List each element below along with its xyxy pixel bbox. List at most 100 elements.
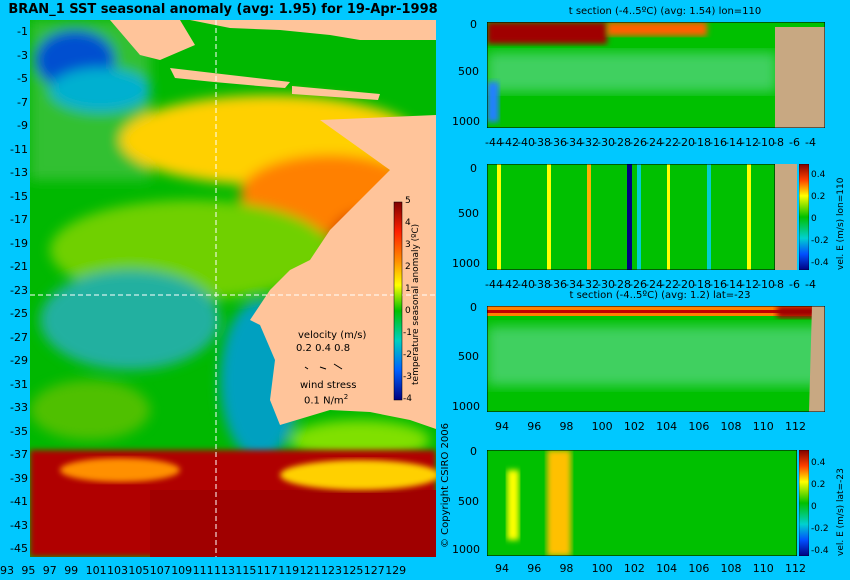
section-x-tick-label: -16 [709, 136, 727, 149]
longitude-tick-label: 105 [128, 564, 150, 577]
longitude-tick-label: 111 [192, 564, 214, 577]
longitude-tick-label: 119 [278, 564, 300, 577]
longitude-tick-label: 97 [42, 564, 57, 577]
p4-colorbar-tick: 0.4 [811, 458, 826, 468]
map-colorbar-label: temperature seasonal anomaly (ºC) [411, 223, 421, 385]
section-x-tick-label: 106 [688, 562, 710, 575]
section-x-tick-label: 96 [527, 562, 542, 575]
section-x-tick-label: 96 [527, 420, 542, 433]
section-x-tick-label: -36 [549, 136, 567, 149]
p2-colorbar [799, 164, 809, 270]
latitude-tick-label: -35 [10, 424, 28, 438]
latitude-tick-label: -33 [10, 401, 28, 414]
section-x-tick-label: -42 [501, 278, 519, 291]
section-x-tick-label: -6 [789, 278, 800, 291]
section-x-tick-label: -36 [549, 278, 567, 291]
section-x-tick-label: -40 [517, 278, 535, 291]
p4-ytick: 500 [458, 495, 479, 508]
p2-colorbar-label: vel. E (m/s) lon=110 [836, 177, 846, 270]
longitude-tick-label: 117 [256, 564, 278, 577]
section-x-tick-label: -44 [485, 136, 503, 149]
p2-colorbar-tick: 0 [811, 214, 817, 224]
section-x-tick-label: 106 [688, 420, 710, 433]
section-x-tick-label: 94 [495, 562, 509, 575]
section-x-tick-label: 98 [559, 420, 574, 433]
section-x-tick-label: 108 [720, 420, 742, 433]
section-x-tick-label: 110 [752, 562, 774, 575]
latitude-tick-label: -1 [17, 25, 28, 38]
section-x-tick-label: 100 [591, 420, 613, 433]
p4-colorbar-tick: -0.4 [811, 546, 829, 556]
section-x-tick-label: -22 [661, 278, 679, 291]
latitude-tick-label: -27 [10, 330, 28, 344]
section-x-tick-label: -12 [741, 136, 759, 149]
longitude-tick-label: 123 [321, 564, 342, 577]
section-x-tick-label: -8 [773, 278, 784, 291]
longitude-tick-label: 121 [299, 564, 321, 577]
longitude-tick-label: 107 [149, 564, 171, 577]
p4-colorbar-tick: 0 [811, 502, 817, 512]
longitude-tick-label: 127 [363, 564, 385, 577]
section-x-tick-label: 110 [752, 420, 774, 433]
section-x-tick-label: 102 [623, 420, 645, 433]
longitude-tick-label: 109 [171, 564, 193, 577]
latitude-tick-label: -5 [17, 72, 28, 85]
panel1-title: t section (-4..5ºC) (avg: 1.54) lon=110 [568, 6, 762, 17]
p4-colorbar-tick: 0.2 [811, 480, 826, 490]
section-x-tick-label: -44 [485, 278, 503, 291]
map-colorbar-tick: 2 [405, 262, 411, 272]
latitude-tick-label: -31 [10, 377, 28, 391]
map-colorbar-tick: -2 [403, 350, 412, 360]
section-x-tick-label: 98 [559, 562, 574, 575]
p2-colorbar-tick: 0.4 [811, 170, 826, 180]
section-x-tick-label: -8 [773, 136, 784, 149]
longitude-tick-label: 115 [235, 564, 257, 577]
p1-ytick: 1000 [452, 115, 480, 128]
velocity-section-lat-23 [487, 450, 797, 556]
p4-colorbar [799, 450, 809, 556]
section-x-tick-label: -34 [565, 136, 583, 149]
section-x-tick-label: -26 [629, 278, 647, 291]
temperature-section-lon110 [487, 22, 825, 128]
p3-ytick: 0 [470, 301, 477, 314]
section-x-tick-label: -32 [581, 278, 599, 291]
section-x-tick-label: 108 [720, 562, 742, 575]
latitude-tick-label: -13 [10, 166, 28, 179]
latitude-tick-label: -29 [10, 354, 28, 367]
latitude-tick-label: -25 [10, 307, 28, 320]
section-x-tick-label: -34 [565, 278, 583, 291]
latitude-tick-label: -41 [10, 495, 28, 508]
velocity-section-lon110 [487, 164, 775, 270]
longitude-tick-label: 95 [21, 564, 36, 577]
longitude-tick-label: 101 [85, 564, 107, 577]
section-x-tick-label: -16 [709, 278, 727, 291]
section-x-tick-label: -22 [661, 136, 679, 149]
section-x-tick-label: -28 [613, 136, 631, 149]
section-x-tick-label: -20 [677, 278, 695, 291]
section-x-tick-label: 104 [656, 420, 678, 433]
velocity-legend-values: 0.2 0.4 0.8 [296, 343, 351, 354]
map-colorbar-tick: 1 [405, 284, 411, 294]
section-x-tick-label: 112 [785, 562, 806, 575]
latitude-tick-label: -19 [10, 236, 28, 250]
section-x-tick-label: -38 [533, 278, 551, 291]
section-x-tick-label: 112 [785, 420, 806, 433]
map-title: BRAN_1 SST seasonal anomaly (avg: 1.95) … [8, 2, 438, 17]
latitude-tick-label: -9 [17, 119, 28, 132]
section-x-tick-label: -18 [693, 278, 711, 291]
longitude-tick-label: 103 [107, 564, 128, 577]
section-x-tick-label: 100 [591, 562, 613, 575]
map-colorbar-tick: -3 [403, 372, 412, 382]
p2-colorbar-tick: -0.2 [811, 236, 829, 246]
section-x-tick-label: -30 [597, 136, 615, 149]
map-colorbar-tick: -4 [403, 394, 412, 404]
section-x-tick-label: -24 [645, 278, 663, 291]
section-x-tick-label: -20 [677, 136, 695, 149]
p2-land-mask [775, 164, 797, 270]
section-x-tick-label: -10 [757, 136, 775, 149]
section-x-tick-label: 94 [495, 420, 509, 433]
section-x-tick-label: -42 [501, 136, 519, 149]
latitude-tick-label: -3 [17, 48, 28, 62]
section-x-tick-label: -30 [597, 278, 615, 291]
map-colorbar-tick: 3 [405, 240, 411, 250]
